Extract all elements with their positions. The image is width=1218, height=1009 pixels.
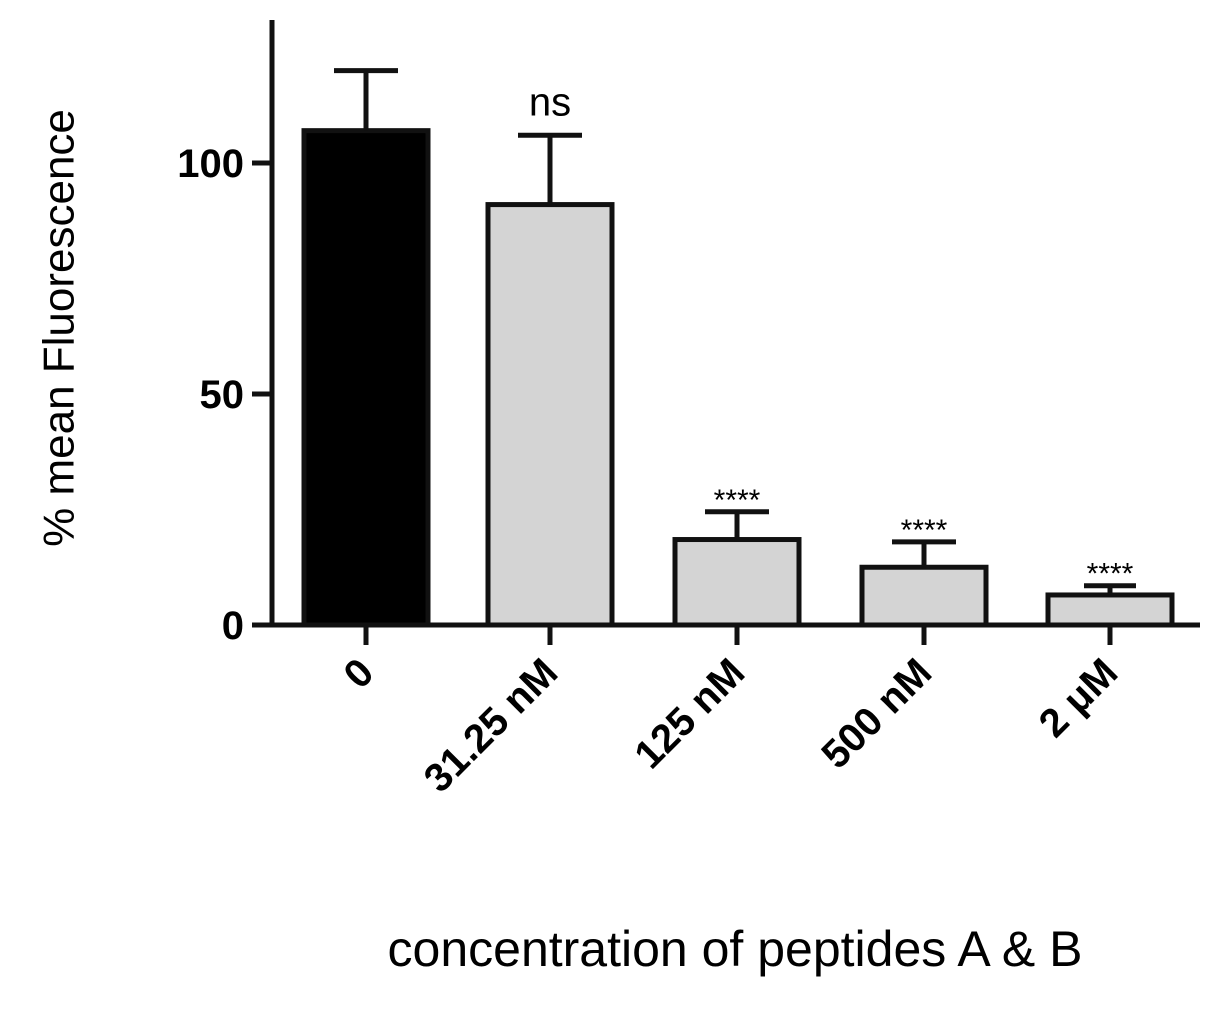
significance-label: **** [1087,558,1134,591]
y-ticks-layer: 0 50 100 [177,142,272,648]
x-tick-label: 2 μM [1031,650,1127,746]
bar [485,202,615,628]
significance-label: **** [901,514,948,547]
x-tick-label: 125 nM [626,650,753,777]
x-ticks-layer: 0 31.25 nM 125 nM 500 nM 2 μM [336,625,1127,801]
y-tick-label: 100 [177,142,244,186]
x-tick-label: 500 nM [813,650,940,777]
x-axis-label: concentration of peptides A & B [388,921,1083,977]
bar [672,537,802,628]
bar [1045,592,1175,628]
error-bars-layer [334,68,1136,595]
significance-label: ns [529,80,571,124]
x-tick-label: 0 [336,650,383,697]
bars-layer [301,128,1175,628]
annotations-layer: ns **** **** **** [529,80,1134,590]
y-tick-label: 50 [200,373,245,417]
significance-label: **** [714,484,761,517]
y-tick-label: 0 [222,604,244,648]
bar [301,128,431,628]
bar [859,564,989,628]
x-tick-label: 31.25 nM [416,650,567,801]
y-axis-label: % mean Fluorescence [35,109,84,547]
